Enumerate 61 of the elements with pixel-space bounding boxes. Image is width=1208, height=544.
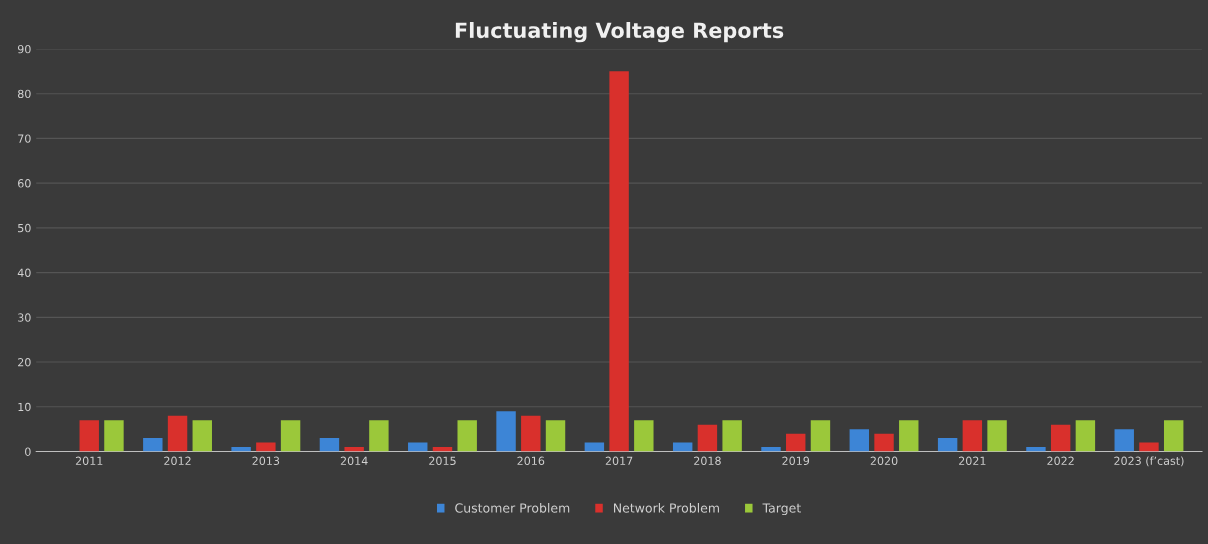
y-tick-label: 40 — [17, 268, 31, 277]
x-tick-label: 2019 — [782, 456, 810, 465]
bar — [369, 420, 389, 452]
y-tick-label: 80 — [17, 89, 31, 99]
y-tick-label: 70 — [18, 134, 31, 143]
bar — [319, 438, 340, 452]
y-tick-label: 20 — [18, 358, 31, 367]
bar — [987, 420, 1007, 452]
bar — [899, 420, 919, 452]
bar — [457, 420, 477, 452]
x-tick-label: 2017 — [605, 456, 633, 465]
bar — [962, 420, 983, 452]
x-tick-label: 2016 — [517, 456, 545, 465]
y-tick-label: 50 — [18, 223, 31, 233]
bar — [280, 420, 301, 452]
bar — [143, 438, 163, 452]
bar — [849, 429, 870, 452]
bar — [1114, 429, 1134, 452]
x-tick-label: 2013 — [252, 456, 280, 465]
bar — [545, 420, 566, 452]
bar — [1026, 447, 1046, 452]
x-tick-label: 2011 — [75, 456, 103, 465]
bar — [697, 424, 718, 452]
x-tick-label: 2015 — [429, 456, 456, 465]
bar — [1050, 424, 1071, 452]
bar — [1163, 420, 1184, 452]
x-tick-label: 2021 — [959, 456, 986, 465]
chart-title: Fluctuating Voltage Reports — [455, 22, 784, 43]
x-tick-label: 2023 (f’cast) — [1114, 456, 1184, 467]
legend-label: Network Problem — [614, 503, 719, 513]
x-tick-label: 2020 — [870, 456, 898, 465]
x-tick-label: 2022 — [1047, 456, 1074, 465]
y-tick-label: 30 — [18, 313, 31, 322]
bar — [722, 420, 742, 452]
bar — [496, 411, 516, 452]
bar — [104, 420, 124, 452]
y-tick-label: 60 — [18, 179, 31, 188]
legend-label: Target — [762, 503, 801, 516]
bar — [937, 438, 958, 452]
bar — [874, 433, 894, 452]
x-tick-label: 2018 — [694, 456, 721, 465]
y-tick-label: 90 — [17, 44, 31, 54]
bar — [761, 447, 781, 452]
bar — [256, 442, 276, 452]
bar — [609, 71, 629, 452]
y-tick-label: 0 — [25, 447, 31, 456]
x-tick-label: 2014 — [340, 456, 368, 465]
x-tick-label: 2012 — [164, 456, 191, 465]
bar — [1139, 442, 1159, 452]
legend-label: Customer Problem — [455, 503, 570, 513]
bar — [192, 420, 212, 452]
bar — [521, 415, 541, 452]
bar — [634, 420, 654, 452]
bar — [810, 420, 831, 452]
bar — [786, 433, 806, 452]
y-tick-label: 10 — [18, 402, 31, 412]
bar — [79, 420, 99, 452]
bar — [167, 415, 188, 452]
bar — [231, 447, 251, 452]
bar — [344, 447, 364, 452]
bar — [1075, 420, 1096, 452]
